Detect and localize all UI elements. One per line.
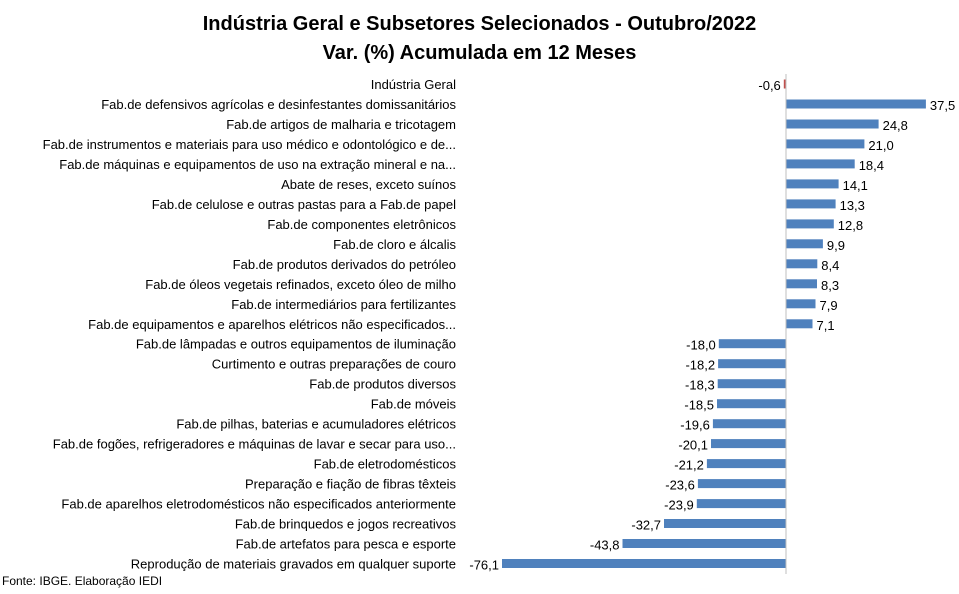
bar [697, 479, 786, 489]
bar [711, 439, 786, 449]
bar [786, 179, 839, 189]
bar [718, 339, 786, 349]
category-label: Fab.de componentes eletrônicos [267, 217, 456, 232]
value-label: -20,1 [678, 438, 708, 453]
category-label: Abate de reses, exceto suínos [281, 177, 456, 192]
value-label: -18,0 [686, 338, 716, 353]
bar [786, 259, 818, 269]
value-label: -18,2 [685, 358, 715, 373]
category-label: Fab.de lâmpadas e outros equipamentos de… [136, 337, 456, 352]
value-label: 24,8 [883, 118, 908, 133]
bar [718, 359, 786, 369]
category-label: Fab.de máquinas e equipamentos de uso na… [59, 157, 456, 172]
value-label: -19,6 [680, 418, 710, 433]
category-label: Fab.de pilhas, baterias e acumuladores e… [176, 417, 456, 432]
bar [706, 459, 786, 469]
category-label: Fab.de artigos de malharia e tricotagem [226, 117, 456, 132]
category-label: Fab.de intermediários para fertilizantes [231, 297, 456, 312]
bar [786, 159, 855, 169]
bar [786, 99, 926, 109]
bar [717, 379, 786, 389]
bar [783, 79, 786, 89]
category-label: Fab.de cloro e álcalis [333, 237, 456, 252]
bar [786, 319, 813, 329]
bar [786, 219, 834, 229]
value-label: -21,2 [674, 458, 704, 473]
bar [664, 519, 786, 528]
value-label: 12,8 [838, 218, 863, 233]
category-label: Fab.de equipamentos e aparelhos elétrico… [88, 317, 456, 332]
value-label: 18,4 [859, 158, 884, 173]
chart-subtitle: Var. (%) Acumulada em 12 Meses [322, 42, 637, 64]
bar-chart: Indústria Geral -0,6 Fab.de defensivos agr… [43, 74, 955, 574]
category-label: Fab.de produtos diversos [309, 377, 456, 392]
value-label: -43,8 [590, 538, 620, 553]
category-label: Fab.de defensivos agrícolas e desinfesta… [101, 97, 456, 112]
bar [786, 279, 817, 289]
value-label: 9,9 [827, 238, 845, 253]
bar [622, 539, 786, 548]
category-label: Fab.de fogões, refrigeradores e máquinas… [53, 437, 456, 452]
category-label: Fab.de móveis [371, 397, 457, 412]
bar [786, 119, 879, 129]
value-label: 8,4 [821, 258, 839, 273]
bar [696, 499, 786, 509]
category-label: Indústria Geral [371, 77, 456, 92]
value-label: 21,0 [868, 138, 893, 153]
value-label: 13,3 [840, 198, 865, 213]
category-label: Curtimento e outras preparações de couro [212, 357, 456, 372]
value-label: -0,6 [758, 78, 780, 93]
value-label: -18,3 [685, 378, 715, 393]
bar [712, 419, 786, 429]
category-label: Fab.de artefatos para pesca e esporte [236, 537, 456, 552]
bar [502, 559, 786, 568]
category-label: Fab.de produtos derivados do petróleo [233, 257, 456, 272]
value-label: -76,1 [469, 558, 499, 573]
bar [786, 239, 823, 249]
category-label: Fab.de brinquedos e jogos recreativos [235, 517, 457, 532]
category-label: Preparação e fiação de fibras têxteis [245, 477, 457, 492]
category-label: Reprodução de materiais gravados em qual… [131, 557, 456, 572]
value-label: -23,6 [665, 478, 695, 493]
value-label: -23,9 [664, 498, 694, 513]
value-label: 8,3 [821, 278, 839, 293]
category-label: Fab.de eletrodomésticos [314, 457, 457, 472]
value-label: -32,7 [631, 518, 661, 533]
value-label: 7,9 [820, 298, 838, 313]
chart-title: Indústria Geral e Subsetores Selecionado… [0, 10, 959, 68]
value-label: -18,5 [684, 398, 714, 413]
chart-title-line: Indústria Geral e Subsetores Selecionado… [202, 13, 757, 35]
bar [786, 199, 836, 209]
value-label: 37,5 [930, 98, 955, 113]
category-label: Fab.de aparelhos eletrodomésticos não es… [61, 497, 456, 512]
category-label: Fab.de celulose e outras pastas para a F… [152, 197, 456, 212]
bar [717, 399, 786, 409]
bar [786, 299, 816, 309]
value-label: 14,1 [843, 178, 868, 193]
category-label: Fab.de óleos vegetais refinados, exceto … [145, 277, 456, 292]
bar [786, 139, 865, 149]
category-label: Fab.de instrumentos e materiais para uso… [43, 137, 456, 152]
value-label: 7,1 [817, 318, 835, 333]
source-note: Fonte: IBGE. Elaboração IEDI [2, 574, 163, 588]
